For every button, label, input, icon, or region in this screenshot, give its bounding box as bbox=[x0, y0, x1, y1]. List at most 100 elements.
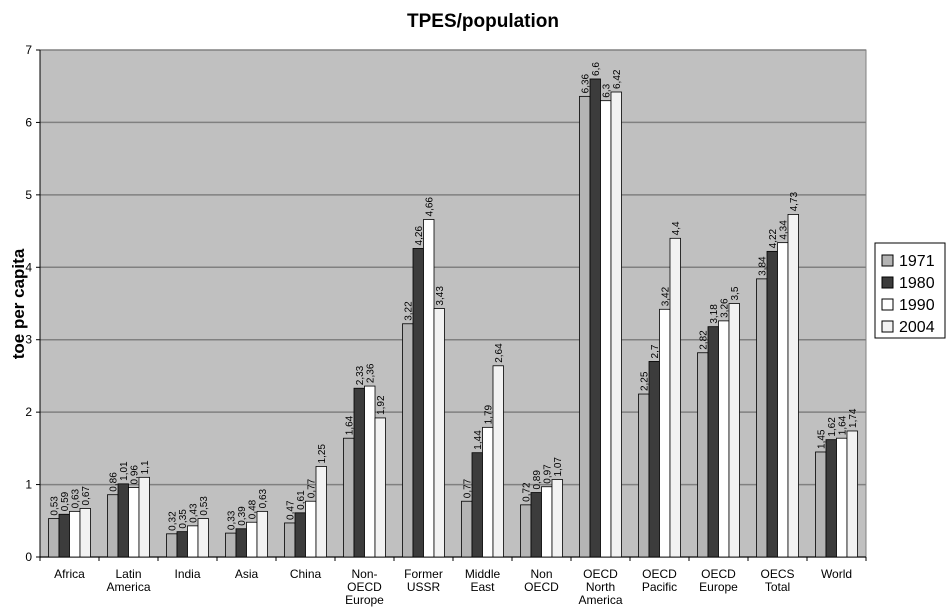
value-label: 4,34 bbox=[778, 220, 789, 240]
bar bbox=[482, 426, 494, 558]
bar bbox=[315, 466, 327, 558]
value-label: 1,92 bbox=[376, 395, 387, 415]
bar bbox=[600, 100, 612, 558]
bar bbox=[402, 323, 414, 558]
value-label: 0,63 bbox=[258, 488, 269, 508]
value-label: 1,64 bbox=[837, 415, 848, 435]
bar bbox=[69, 510, 81, 558]
value-label: 2,25 bbox=[639, 371, 650, 391]
bar bbox=[530, 492, 542, 558]
legend-label: 1990 bbox=[899, 297, 935, 314]
value-label: 2,64 bbox=[494, 343, 505, 363]
bar bbox=[610, 91, 622, 558]
value-label: 3,18 bbox=[709, 304, 720, 324]
x-tick-label: Asia bbox=[234, 567, 259, 581]
bar bbox=[836, 437, 848, 558]
x-tick-label: Non-OECD Europe bbox=[345, 567, 384, 607]
value-label: 3,43 bbox=[435, 286, 446, 306]
value-label: 0,97 bbox=[542, 464, 553, 484]
bar bbox=[648, 361, 660, 558]
x-tick-label: Middle East bbox=[464, 567, 501, 594]
bar bbox=[79, 508, 91, 558]
x-tick-label: Non OECD bbox=[524, 567, 559, 594]
value-label: 0,86 bbox=[108, 472, 119, 492]
bar bbox=[433, 308, 445, 558]
value-label: 3,84 bbox=[757, 256, 768, 276]
x-tick-label: OECD North America bbox=[578, 567, 623, 607]
bar bbox=[225, 532, 237, 558]
plot-area bbox=[39, 49, 867, 558]
value-label: 3,42 bbox=[660, 286, 671, 306]
value-label: 0,61 bbox=[296, 490, 307, 510]
bar bbox=[412, 248, 424, 558]
bar bbox=[471, 452, 483, 558]
x-tick-label: OECD Europe bbox=[699, 567, 738, 594]
bar bbox=[353, 387, 365, 558]
value-label: 2,33 bbox=[355, 365, 366, 385]
value-label: 1,01 bbox=[119, 461, 130, 481]
value-label: 4,26 bbox=[414, 226, 425, 246]
value-label: 6,36 bbox=[580, 73, 591, 93]
value-label: 4,73 bbox=[789, 192, 800, 212]
bar bbox=[777, 242, 789, 558]
legend-label: 1971 bbox=[899, 253, 935, 270]
x-tick-label: India bbox=[174, 567, 201, 581]
value-label: 1,45 bbox=[816, 429, 827, 449]
value-label: 6,6 bbox=[591, 62, 602, 76]
value-label: 0,33 bbox=[226, 510, 237, 530]
bar bbox=[364, 385, 376, 558]
bar bbox=[374, 417, 386, 558]
value-label: 0,63 bbox=[70, 488, 81, 508]
bar bbox=[423, 219, 435, 558]
bar bbox=[589, 78, 601, 558]
value-label: 1,79 bbox=[483, 404, 494, 424]
x-tick-label: World bbox=[820, 567, 853, 581]
value-label: 1,62 bbox=[827, 417, 838, 437]
bar bbox=[128, 487, 140, 558]
legend-label: 2004 bbox=[899, 319, 935, 336]
bar bbox=[787, 214, 799, 558]
value-label: 2,82 bbox=[698, 330, 709, 350]
legend-label: 1980 bbox=[899, 275, 935, 292]
x-tick-label: Former USSR bbox=[404, 567, 443, 594]
value-label: 4,22 bbox=[768, 228, 779, 248]
value-label: 0,48 bbox=[247, 499, 258, 519]
value-label: 0,67 bbox=[81, 486, 92, 506]
bar bbox=[246, 521, 258, 558]
value-label: 0,72 bbox=[521, 482, 532, 502]
bar bbox=[718, 320, 730, 558]
bar bbox=[551, 479, 563, 558]
bar bbox=[235, 528, 247, 558]
bar bbox=[107, 494, 119, 558]
bar bbox=[117, 483, 129, 558]
value-label: 4,66 bbox=[424, 197, 435, 217]
bar bbox=[166, 533, 178, 558]
value-label: 0,89 bbox=[532, 470, 543, 490]
bar bbox=[815, 451, 827, 558]
value-label: 2,36 bbox=[365, 363, 376, 383]
legend-swatch bbox=[881, 298, 894, 311]
bar bbox=[138, 476, 150, 558]
x-tick-label: OECD Pacific bbox=[641, 567, 678, 594]
value-label: 1,64 bbox=[344, 415, 355, 435]
value-label: 0,32 bbox=[167, 511, 178, 531]
value-label: 6,3 bbox=[601, 83, 612, 97]
bar bbox=[541, 486, 553, 558]
value-label: 1,74 bbox=[848, 408, 859, 428]
legend-swatch bbox=[881, 320, 894, 333]
y-tick-label: 4 bbox=[25, 260, 32, 274]
bar bbox=[825, 439, 837, 558]
bar bbox=[294, 512, 306, 558]
value-label: 0,77 bbox=[306, 478, 317, 498]
value-label: 0,53 bbox=[199, 496, 210, 516]
bar bbox=[707, 326, 719, 558]
bar bbox=[579, 95, 591, 558]
bar bbox=[197, 518, 209, 558]
bar bbox=[697, 352, 709, 558]
bar bbox=[256, 510, 268, 558]
legend-swatch bbox=[881, 276, 894, 289]
value-label: 1,07 bbox=[553, 457, 564, 477]
value-label: 4,4 bbox=[671, 221, 682, 235]
value-label: 0,96 bbox=[129, 465, 140, 485]
